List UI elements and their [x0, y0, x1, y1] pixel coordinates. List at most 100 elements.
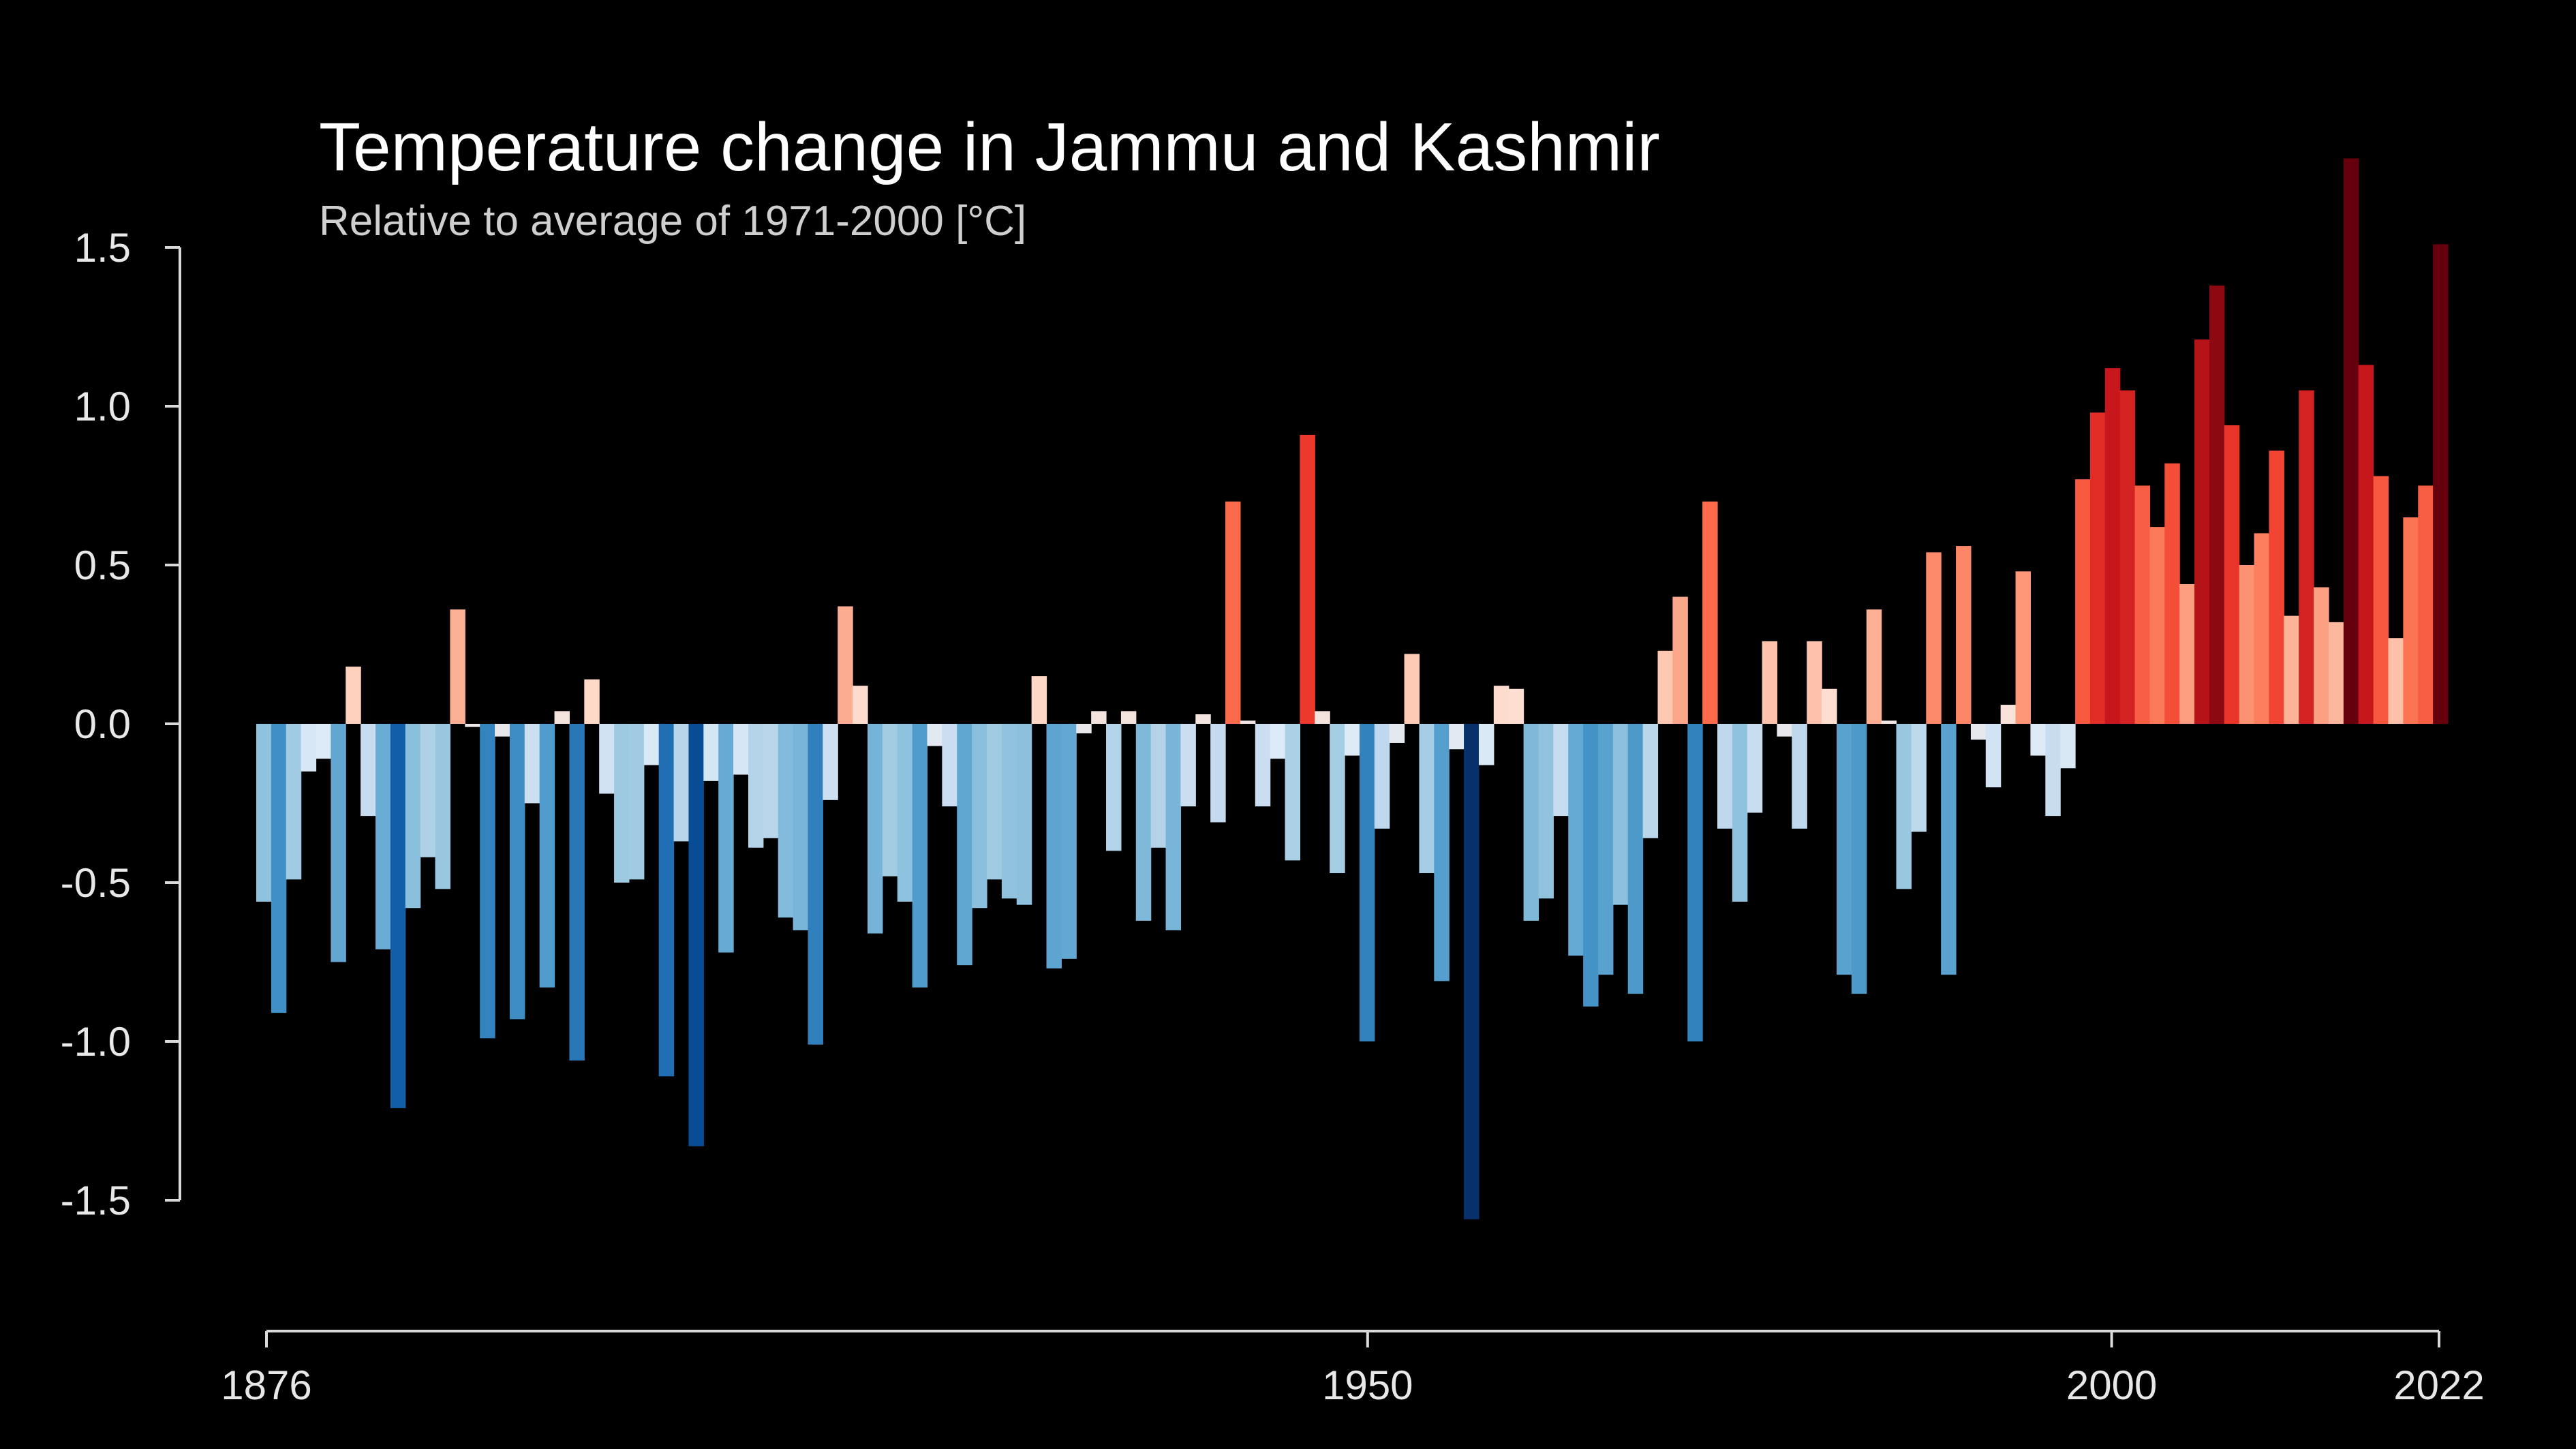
bar-1940 [1210, 724, 1226, 823]
bar-1984 [1866, 609, 1882, 724]
bar-1906 [703, 724, 719, 781]
bar-1968 [1627, 724, 1644, 994]
bar-2021 [2418, 485, 2434, 724]
bar-1981 [1822, 688, 1837, 724]
bar-1947 [1315, 711, 1330, 724]
bar-1963 [1553, 724, 1569, 817]
bar-2009 [2239, 565, 2255, 724]
bar-1926 [1001, 724, 1017, 899]
bar-1975 [1732, 724, 1748, 902]
bar-1948 [1330, 724, 1345, 874]
y-tick-label: 0.5 [74, 543, 131, 588]
bar-1994 [2015, 571, 2031, 724]
x-tick-label: 1950 [1322, 1362, 1413, 1408]
y-tick-label: 1.5 [74, 225, 131, 271]
y-axis: 1.5 1.0 0.5 0.0 -0.5 -1.0 -1.5 [61, 225, 181, 1223]
bar-1908 [733, 724, 749, 775]
bar-1914 [823, 724, 838, 800]
bar-1883 [361, 724, 376, 817]
bar-1919 [897, 724, 913, 902]
bar-1978 [1777, 724, 1792, 737]
bar-1961 [1523, 724, 1539, 921]
bar-2012 [2284, 615, 2299, 724]
bar-1960 [1508, 688, 1524, 724]
bar-1876 [256, 724, 272, 902]
bar-2000 [2104, 368, 2121, 724]
bar-1951 [1374, 724, 1390, 829]
bar-1932 [1091, 711, 1107, 724]
bar-1899 [599, 724, 615, 794]
bar-1942 [1240, 720, 1256, 724]
bar-1938 [1180, 724, 1196, 807]
bar-1880 [316, 724, 331, 759]
bar-1943 [1255, 724, 1271, 807]
bar-1922 [942, 724, 957, 807]
bar-1946 [1300, 434, 1315, 724]
bar-1893 [509, 724, 525, 1020]
bar-1962 [1538, 724, 1554, 899]
bar-1881 [331, 724, 346, 962]
bar-1918 [882, 724, 898, 876]
bar-1878 [286, 724, 302, 880]
bar-1890 [465, 724, 480, 727]
bar-1931 [1076, 724, 1092, 733]
bar-1979 [1792, 724, 1807, 829]
bar-1882 [346, 667, 361, 724]
chart-subtitle: Relative to average of 1971-2000 [°C] [319, 198, 1026, 245]
bar-1985 [1881, 720, 1897, 724]
bar-1964 [1568, 724, 1584, 956]
bar-2008 [2224, 425, 2240, 724]
bar-1944 [1270, 724, 1286, 759]
bar-1967 [1612, 724, 1629, 905]
x-axis: 1876 1950 2000 2022 [221, 1330, 2485, 1408]
bar-1965 [1583, 724, 1599, 1007]
x-tick-label: 2000 [2066, 1362, 2157, 1408]
bar-1920 [912, 724, 928, 988]
bar-1898 [584, 679, 600, 724]
bar-1990 [1956, 546, 1972, 724]
bar-1879 [301, 724, 317, 772]
bar-1989 [1941, 724, 1957, 975]
y-tick-label: 0.0 [74, 701, 131, 747]
y-tick-label: -0.5 [61, 860, 131, 906]
bar-1999 [2089, 412, 2106, 724]
bar-1896 [554, 711, 570, 724]
bar-1928 [1031, 676, 1047, 724]
bar-1892 [495, 724, 510, 737]
x-tick-label: 1876 [221, 1362, 311, 1408]
chart-title: Temperature change in Jammu and Kashmir [319, 109, 1660, 185]
bar-1924 [972, 724, 987, 909]
bar-1996 [2045, 724, 2061, 817]
bar-1894 [524, 724, 540, 804]
bar-1884 [375, 724, 391, 949]
bar-1950 [1359, 724, 1375, 1041]
x-tick-label: 2022 [2393, 1362, 2484, 1408]
bar-1976 [1747, 724, 1763, 813]
bar-2003 [2149, 527, 2165, 724]
bar-1902 [643, 724, 660, 765]
y-tick-label: -1.0 [61, 1019, 131, 1065]
bar-1885 [390, 724, 406, 1108]
bar-1953 [1404, 654, 1420, 724]
bar-1997 [2060, 724, 2076, 769]
bar-1970 [1657, 650, 1673, 724]
bar-1923 [957, 724, 972, 966]
bar-1949 [1345, 724, 1360, 756]
bar-1988 [1926, 552, 1942, 724]
bar-1939 [1195, 714, 1211, 724]
bar-2010 [2254, 533, 2270, 724]
y-tick-label: -1.5 [61, 1178, 131, 1223]
bar-1973 [1702, 501, 1718, 724]
bar-1907 [718, 724, 734, 953]
bar-1993 [2000, 705, 2017, 724]
bar-1982 [1837, 724, 1852, 975]
bar-1972 [1687, 724, 1703, 1041]
bar-2018 [2373, 476, 2389, 724]
bar-1913 [808, 724, 823, 1045]
bar-1991 [1970, 724, 1987, 740]
bar-2014 [2314, 587, 2329, 724]
bar-1992 [1985, 724, 2002, 788]
bar-1897 [569, 724, 585, 1061]
bar-1916 [853, 686, 868, 724]
